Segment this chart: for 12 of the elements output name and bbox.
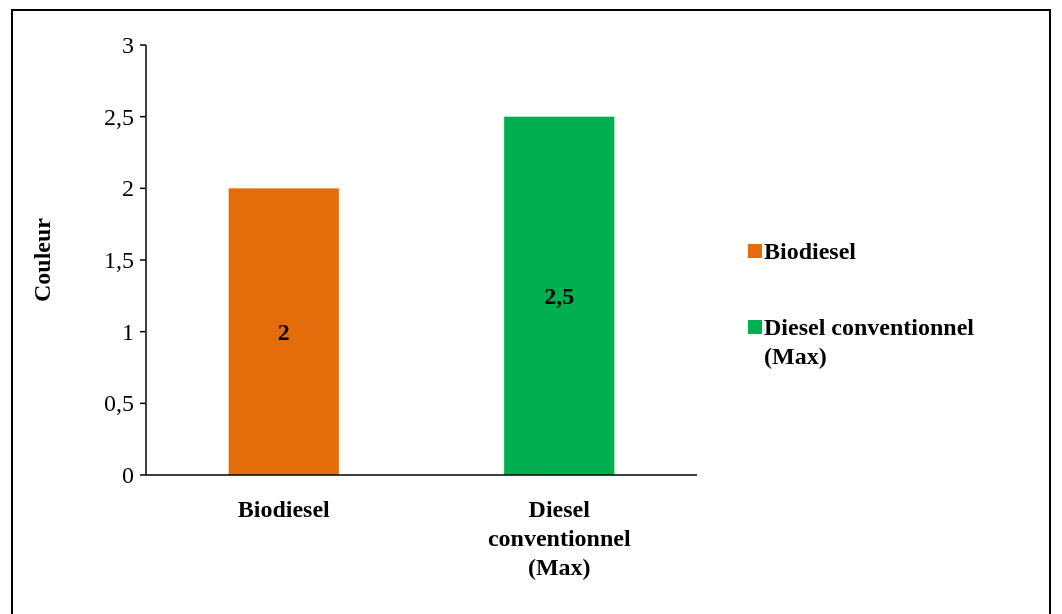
legend-label: Biodiesel (764, 238, 857, 264)
data-label: 2 (277, 318, 290, 345)
y-tick-label: 0,5 (104, 390, 134, 417)
y-tick-label: 0 (122, 462, 134, 488)
y-tick-label: 1 (122, 318, 134, 345)
y-tick-label: 2 (122, 175, 134, 202)
y-tick-label: 2,5 (104, 103, 134, 130)
data-label: 2,5 (544, 282, 575, 309)
y-tick-label: 3 (122, 32, 134, 58)
y-axis-title: Couleur (29, 217, 55, 302)
y-tick-label: 1,5 (104, 247, 134, 273)
legend-label: Diesel conventionnel (Max) (764, 314, 975, 369)
